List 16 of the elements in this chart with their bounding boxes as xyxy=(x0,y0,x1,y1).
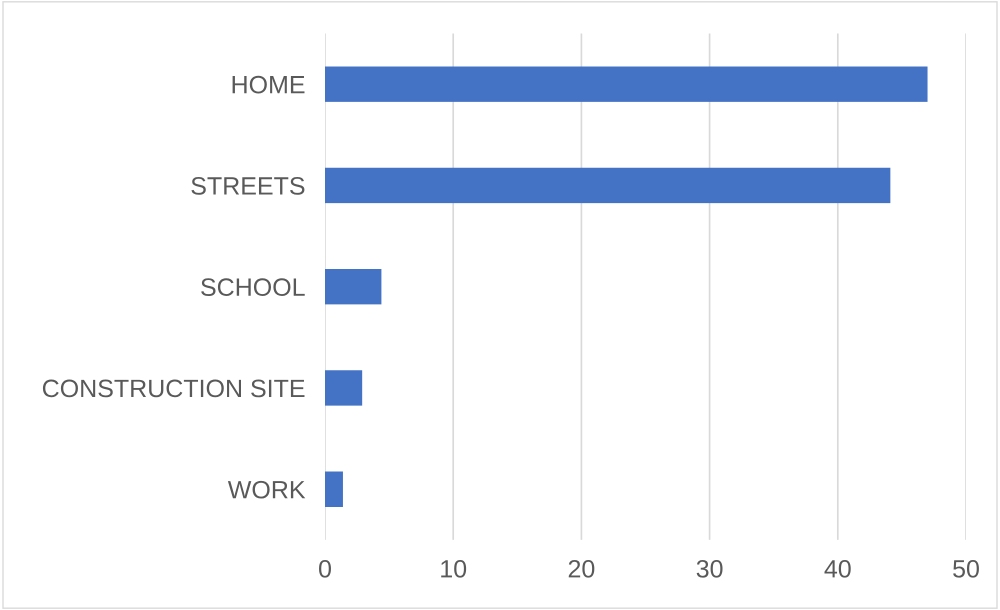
y-tick-label: CONSTRUCTION SITE xyxy=(42,380,304,398)
bar xyxy=(325,472,343,507)
x-tick-label: 20 xyxy=(568,560,594,578)
x-tick-label: 50 xyxy=(953,560,979,578)
bar xyxy=(325,168,890,204)
bar xyxy=(325,268,382,304)
y-tick-label: STREETS xyxy=(191,177,304,195)
y-tick-label: WORK xyxy=(228,480,306,499)
x-tick-label: 0 xyxy=(319,560,331,578)
bar xyxy=(325,66,928,102)
y-tick-label: HOME xyxy=(232,76,304,94)
bar xyxy=(325,370,362,406)
x-tick-label: 40 xyxy=(824,560,851,578)
y-tick-label: SCHOOL xyxy=(201,278,305,296)
x-tick-label: 30 xyxy=(696,560,723,578)
x-tick-label: 10 xyxy=(441,560,466,578)
